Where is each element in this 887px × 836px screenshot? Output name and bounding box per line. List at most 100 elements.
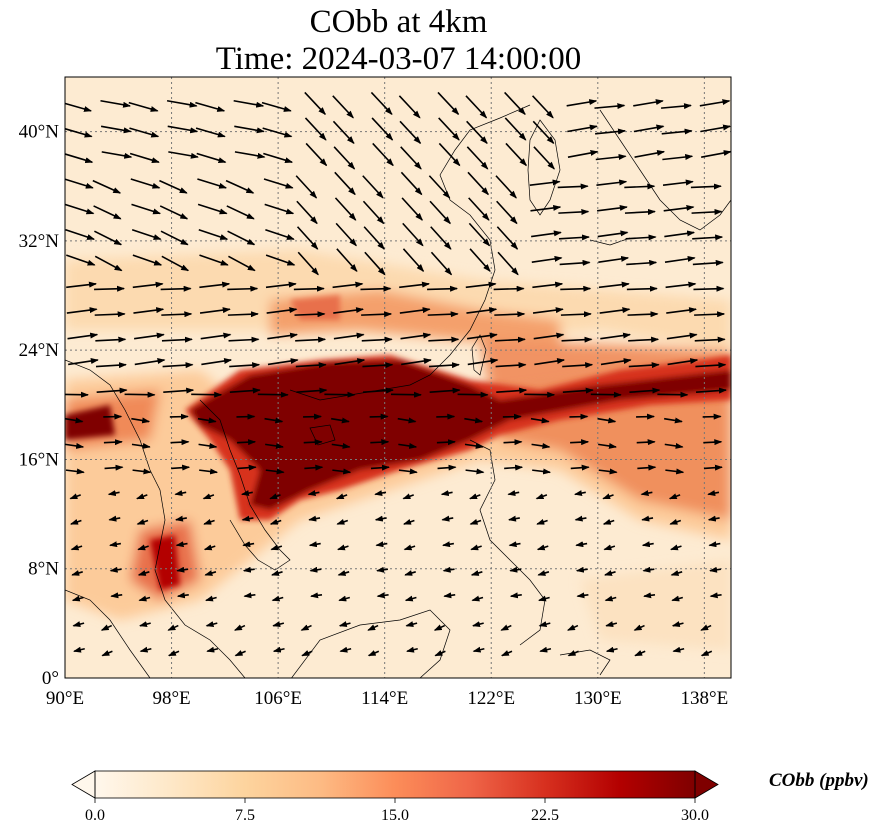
wind-vector-arrow xyxy=(404,570,416,576)
wind-vector-arrow xyxy=(375,541,388,548)
wind-vector-arrow xyxy=(242,566,255,573)
wind-vector-arrow xyxy=(167,125,199,134)
wind-vector-arrow xyxy=(504,464,524,471)
wind-vector-arrow xyxy=(129,127,160,138)
wind-vector-arrow xyxy=(293,285,325,292)
wind-vector-arrow xyxy=(538,621,551,627)
wind-vector-arrow xyxy=(596,179,628,186)
wind-vector-arrow xyxy=(538,595,550,602)
wind-vector-arrow xyxy=(265,228,295,240)
wind-vector-arrow xyxy=(535,493,548,500)
colorbar-tick-label: 22.5 xyxy=(531,807,559,824)
wind-vector-arrow xyxy=(496,226,519,250)
wind-vector-arrow xyxy=(134,332,165,340)
wind-vector-arrow xyxy=(566,99,598,107)
wind-vector-arrow xyxy=(561,336,593,343)
wind-vector-arrow xyxy=(264,203,295,215)
wind-vector-arrow xyxy=(197,178,228,189)
wind-vector-arrow xyxy=(101,650,113,657)
wind-vector-arrow xyxy=(132,281,164,289)
wind-vector-arrow xyxy=(403,544,416,551)
wind-vector-arrow xyxy=(367,650,380,657)
wind-vector-arrow xyxy=(666,307,697,314)
wind-vector-arrow xyxy=(205,621,218,627)
colorbar-tick-label: 15.0 xyxy=(381,807,409,824)
wind-vector-arrow xyxy=(443,592,456,599)
wind-vector-arrow xyxy=(668,493,681,500)
wind-vector-arrow xyxy=(399,307,431,314)
wind-vector-arrow xyxy=(602,518,615,525)
wind-vector-arrow xyxy=(104,464,124,471)
wind-vector-arrow xyxy=(191,391,223,398)
wind-vector-arrow xyxy=(397,417,417,424)
wind-vector-arrow xyxy=(633,124,665,133)
wind-vector-arrow xyxy=(132,468,152,475)
wind-vector-arrow xyxy=(558,208,590,215)
wind-vector-arrow xyxy=(372,142,394,167)
wind-vector-arrow xyxy=(531,95,554,119)
wind-vector-arrow xyxy=(500,650,513,657)
wind-vector-arrow xyxy=(508,515,520,522)
wind-vector-arrow xyxy=(168,151,199,159)
wind-vector-arrow xyxy=(227,285,259,292)
wind-vector-arrow xyxy=(73,646,85,653)
lat-tick-label: 16°N xyxy=(19,449,60,470)
wind-vector-arrow xyxy=(441,515,454,522)
wind-vector-arrow xyxy=(229,387,261,394)
wind-vector-arrow xyxy=(661,128,693,135)
wind-vector-arrow xyxy=(171,464,191,471)
wind-vector-arrow xyxy=(334,171,356,196)
wind-vector-arrow xyxy=(402,248,425,272)
wind-vector-arrow xyxy=(508,541,521,548)
wind-vector-arrow xyxy=(636,439,656,446)
wind-vector-arrow xyxy=(257,391,289,398)
wind-vector-arrow xyxy=(562,362,594,369)
wind-vector-arrow xyxy=(466,120,488,145)
wind-vector-arrow xyxy=(661,103,692,110)
wind-vector-arrow xyxy=(95,362,127,369)
colorbar-label: CObb (ppbv) xyxy=(769,770,869,791)
wind-vector-arrow xyxy=(504,117,527,141)
coastline-philippines xyxy=(469,439,546,646)
wind-vector-arrow xyxy=(295,336,327,343)
lon-tick-label: 130°E xyxy=(574,688,622,709)
lat-tick-label: 40°N xyxy=(19,122,60,143)
wind-vector-arrow xyxy=(199,307,231,314)
colorbar-tick-label: 0.0 xyxy=(85,807,105,824)
wind-vector-arrow xyxy=(470,544,482,551)
wind-vector-arrow xyxy=(243,592,256,599)
wind-vector-arrow xyxy=(271,595,284,602)
wind-vector-arrow xyxy=(331,417,350,424)
wind-vector-arrow xyxy=(337,570,350,576)
wind-vector-arrow xyxy=(266,307,298,314)
wind-vector-arrow xyxy=(605,621,618,627)
wind-vector-arrow xyxy=(594,103,626,110)
wind-vector-arrow xyxy=(138,595,151,602)
coastlines xyxy=(65,104,731,678)
wind-vector-arrow xyxy=(269,493,281,500)
wind-vector-arrow xyxy=(400,171,423,196)
wind-vector-arrow xyxy=(457,391,489,398)
wind-vector-arrow xyxy=(398,442,418,449)
coastline-china-south xyxy=(289,269,496,401)
wind-vector-arrow xyxy=(530,204,562,212)
wind-vector-arrow xyxy=(270,544,283,551)
gridlines xyxy=(65,77,731,678)
wind-vector-arrow xyxy=(694,336,726,343)
wind-vector-arrow xyxy=(339,646,352,653)
wind-vector-arrow xyxy=(166,99,198,108)
wind-vector-arrow xyxy=(401,197,423,221)
wind-vector-arrow xyxy=(557,183,589,190)
wind-vector-arrow xyxy=(605,646,618,653)
wind-vector-arrow xyxy=(333,307,364,314)
wind-vector-arrow xyxy=(428,175,451,199)
wind-vector-arrow xyxy=(376,566,389,573)
lon-tick-label: 122°E xyxy=(467,688,515,709)
wind-vector-arrow xyxy=(663,204,695,212)
wind-vector-arrow xyxy=(496,387,528,394)
wind-vector-arrow xyxy=(228,255,256,272)
coastline-sumatra xyxy=(65,589,151,678)
wind-vector-arrow xyxy=(333,332,365,340)
wind-vector-arrow xyxy=(202,493,215,500)
wind-vector-arrow xyxy=(263,178,294,189)
